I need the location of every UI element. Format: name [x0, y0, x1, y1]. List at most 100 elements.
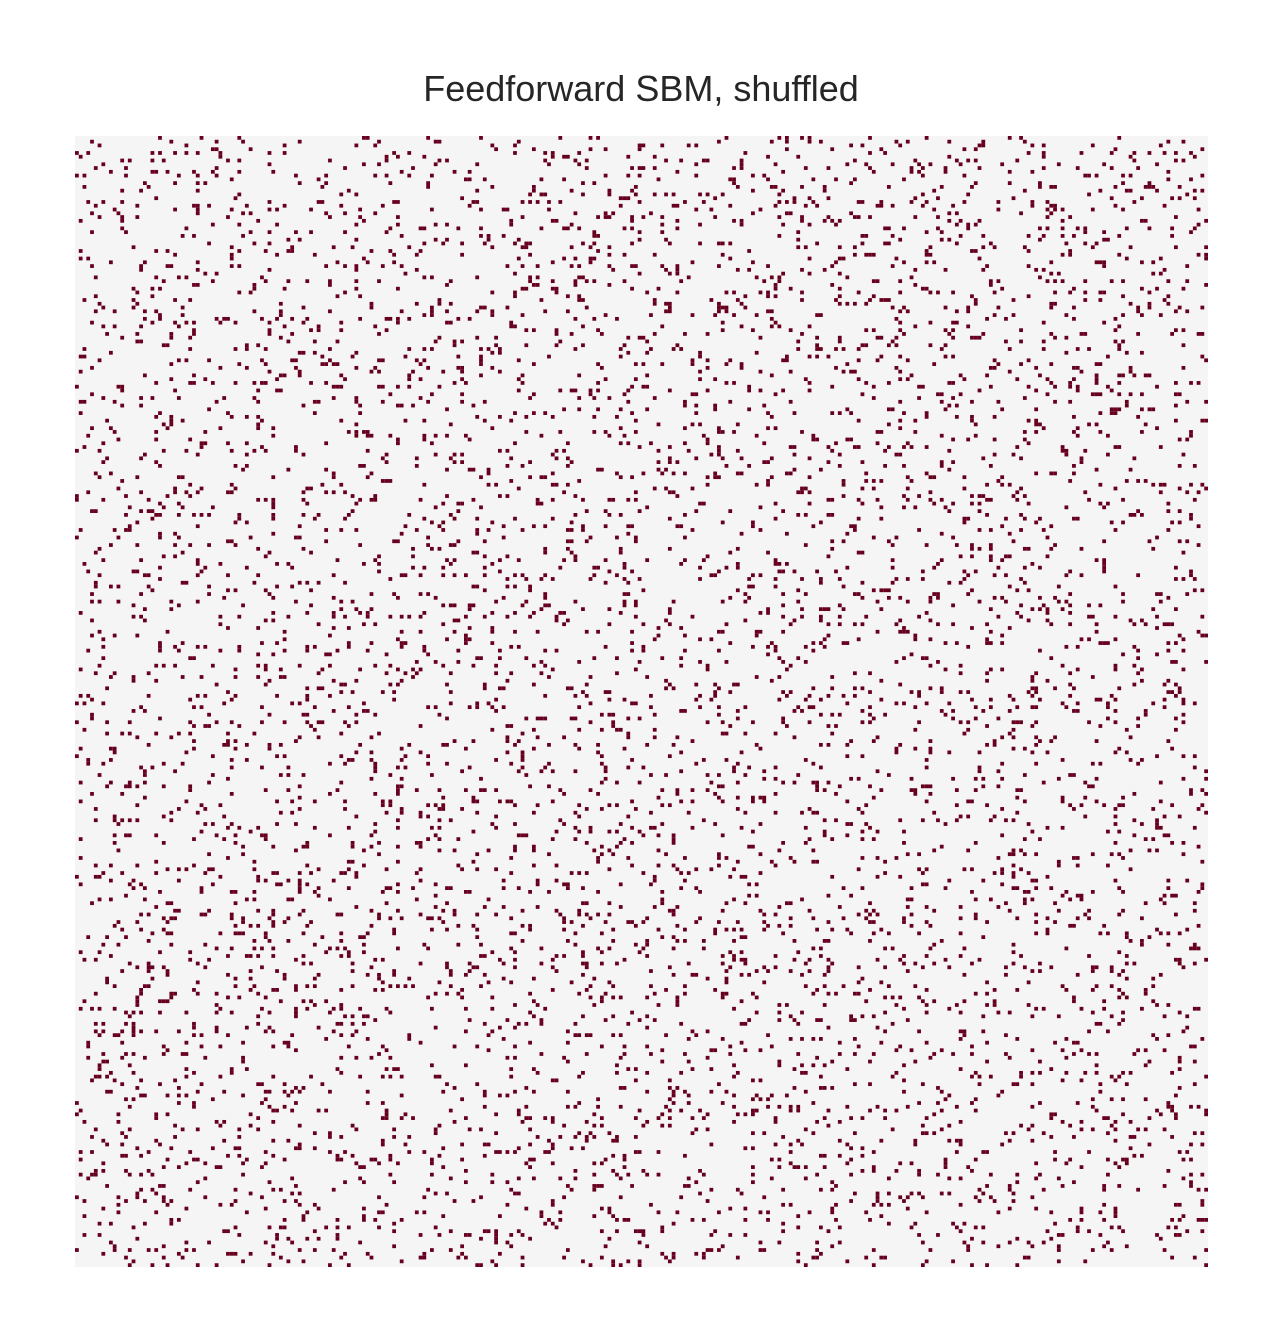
heatmap-cell — [1136, 309, 1141, 314]
heatmap-cell — [1174, 641, 1178, 645]
heatmap-cell — [645, 373, 650, 378]
heatmap-cell — [1019, 603, 1023, 608]
heatmap-cell — [924, 867, 929, 872]
heatmap-cell — [630, 215, 634, 219]
heatmap-cell — [479, 984, 483, 989]
heatmap-cell — [1053, 384, 1057, 389]
heatmap-cell — [1022, 494, 1027, 498]
heatmap-cell — [664, 237, 668, 242]
heatmap-cell — [777, 275, 782, 280]
heatmap-cell — [573, 742, 578, 747]
heatmap-cell — [543, 524, 548, 529]
heatmap-cell — [312, 984, 317, 989]
heatmap-cell — [751, 524, 755, 529]
heatmap-cell — [660, 656, 665, 661]
heatmap-cell — [573, 316, 578, 321]
heatmap-cell — [732, 954, 736, 958]
heatmap-cell — [1011, 852, 1016, 857]
heatmap-cell — [169, 422, 174, 427]
heatmap-cell — [958, 218, 963, 223]
heatmap-cell — [120, 188, 125, 193]
heatmap-cell — [1087, 954, 1091, 958]
heatmap-cell — [596, 249, 600, 253]
heatmap-cell — [188, 381, 193, 385]
heatmap-cell — [962, 867, 967, 872]
heatmap-cell — [1007, 709, 1012, 713]
heatmap-cell — [452, 908, 457, 913]
heatmap-cell — [939, 399, 944, 404]
heatmap-cell — [501, 976, 506, 981]
heatmap-cell — [233, 675, 238, 679]
heatmap-cell — [879, 354, 884, 359]
heatmap-cell — [433, 139, 438, 144]
heatmap-cell — [962, 569, 967, 574]
heatmap-cell — [362, 709, 366, 713]
heatmap-cell — [475, 275, 480, 280]
heatmap-cell — [448, 818, 453, 823]
heatmap-cell — [1170, 840, 1175, 845]
heatmap-cell — [316, 328, 321, 333]
heatmap-cell — [1087, 720, 1091, 725]
heatmap-cell — [422, 313, 427, 317]
heatmap-cell — [297, 886, 302, 890]
heatmap-cell — [1192, 825, 1197, 830]
heatmap-cell — [970, 867, 974, 872]
heatmap-cell — [388, 773, 393, 777]
heatmap-cell — [135, 995, 140, 1000]
heatmap-cell — [864, 162, 869, 167]
heatmap-cell — [1072, 463, 1076, 468]
heatmap-cell — [509, 644, 514, 649]
heatmap-cell — [490, 365, 495, 370]
heatmap-cell — [490, 309, 495, 314]
heatmap-cell — [645, 942, 650, 947]
heatmap-cell — [445, 237, 449, 242]
heatmap-cell — [1151, 482, 1156, 487]
heatmap-cell — [1011, 961, 1016, 966]
heatmap-cell — [641, 765, 646, 770]
heatmap-cell — [479, 358, 483, 363]
heatmap-cell — [222, 595, 227, 600]
heatmap-cell — [1000, 407, 1005, 412]
heatmap-cell — [248, 535, 253, 540]
heatmap-cell — [781, 222, 786, 227]
heatmap-cell — [369, 497, 374, 502]
heatmap-cell — [396, 286, 400, 291]
heatmap-cell — [1045, 611, 1050, 615]
heatmap-cell — [433, 505, 438, 510]
heatmap-cell — [856, 991, 861, 996]
heatmap-cell — [316, 720, 321, 725]
heatmap-cell — [611, 267, 616, 272]
heatmap-cell — [902, 701, 906, 706]
heatmap-cell — [565, 463, 570, 468]
heatmap-cell — [520, 381, 525, 385]
heatmap-cell — [377, 976, 381, 981]
heatmap-cell — [860, 1014, 865, 1019]
heatmap-cell — [120, 226, 125, 231]
heatmap-cell — [826, 196, 831, 201]
heatmap-cell — [973, 788, 978, 792]
heatmap-cell — [667, 682, 672, 687]
heatmap-cell — [788, 445, 793, 449]
heatmap-cell — [690, 788, 695, 792]
heatmap-cell — [954, 403, 959, 408]
heatmap-cell — [694, 697, 699, 702]
heatmap-cell — [358, 411, 363, 415]
heatmap-cell — [1166, 528, 1171, 532]
heatmap-cell — [1083, 298, 1088, 302]
heatmap-cell — [1174, 328, 1178, 333]
heatmap-cell — [260, 641, 264, 645]
heatmap-cell — [501, 207, 506, 212]
heatmap-cell — [1140, 939, 1144, 943]
heatmap-cell — [1170, 234, 1175, 238]
heatmap-cell — [928, 637, 933, 642]
heatmap-cell — [720, 833, 725, 838]
heatmap-cell — [1151, 407, 1156, 412]
heatmap-cell — [320, 935, 325, 940]
heatmap-cell — [894, 750, 899, 755]
heatmap-cell — [161, 279, 166, 284]
heatmap-cell — [112, 309, 117, 314]
heatmap-cell — [977, 957, 982, 962]
heatmap-cell — [539, 433, 544, 438]
heatmap-cell — [902, 463, 906, 468]
heatmap-cell — [486, 897, 491, 902]
